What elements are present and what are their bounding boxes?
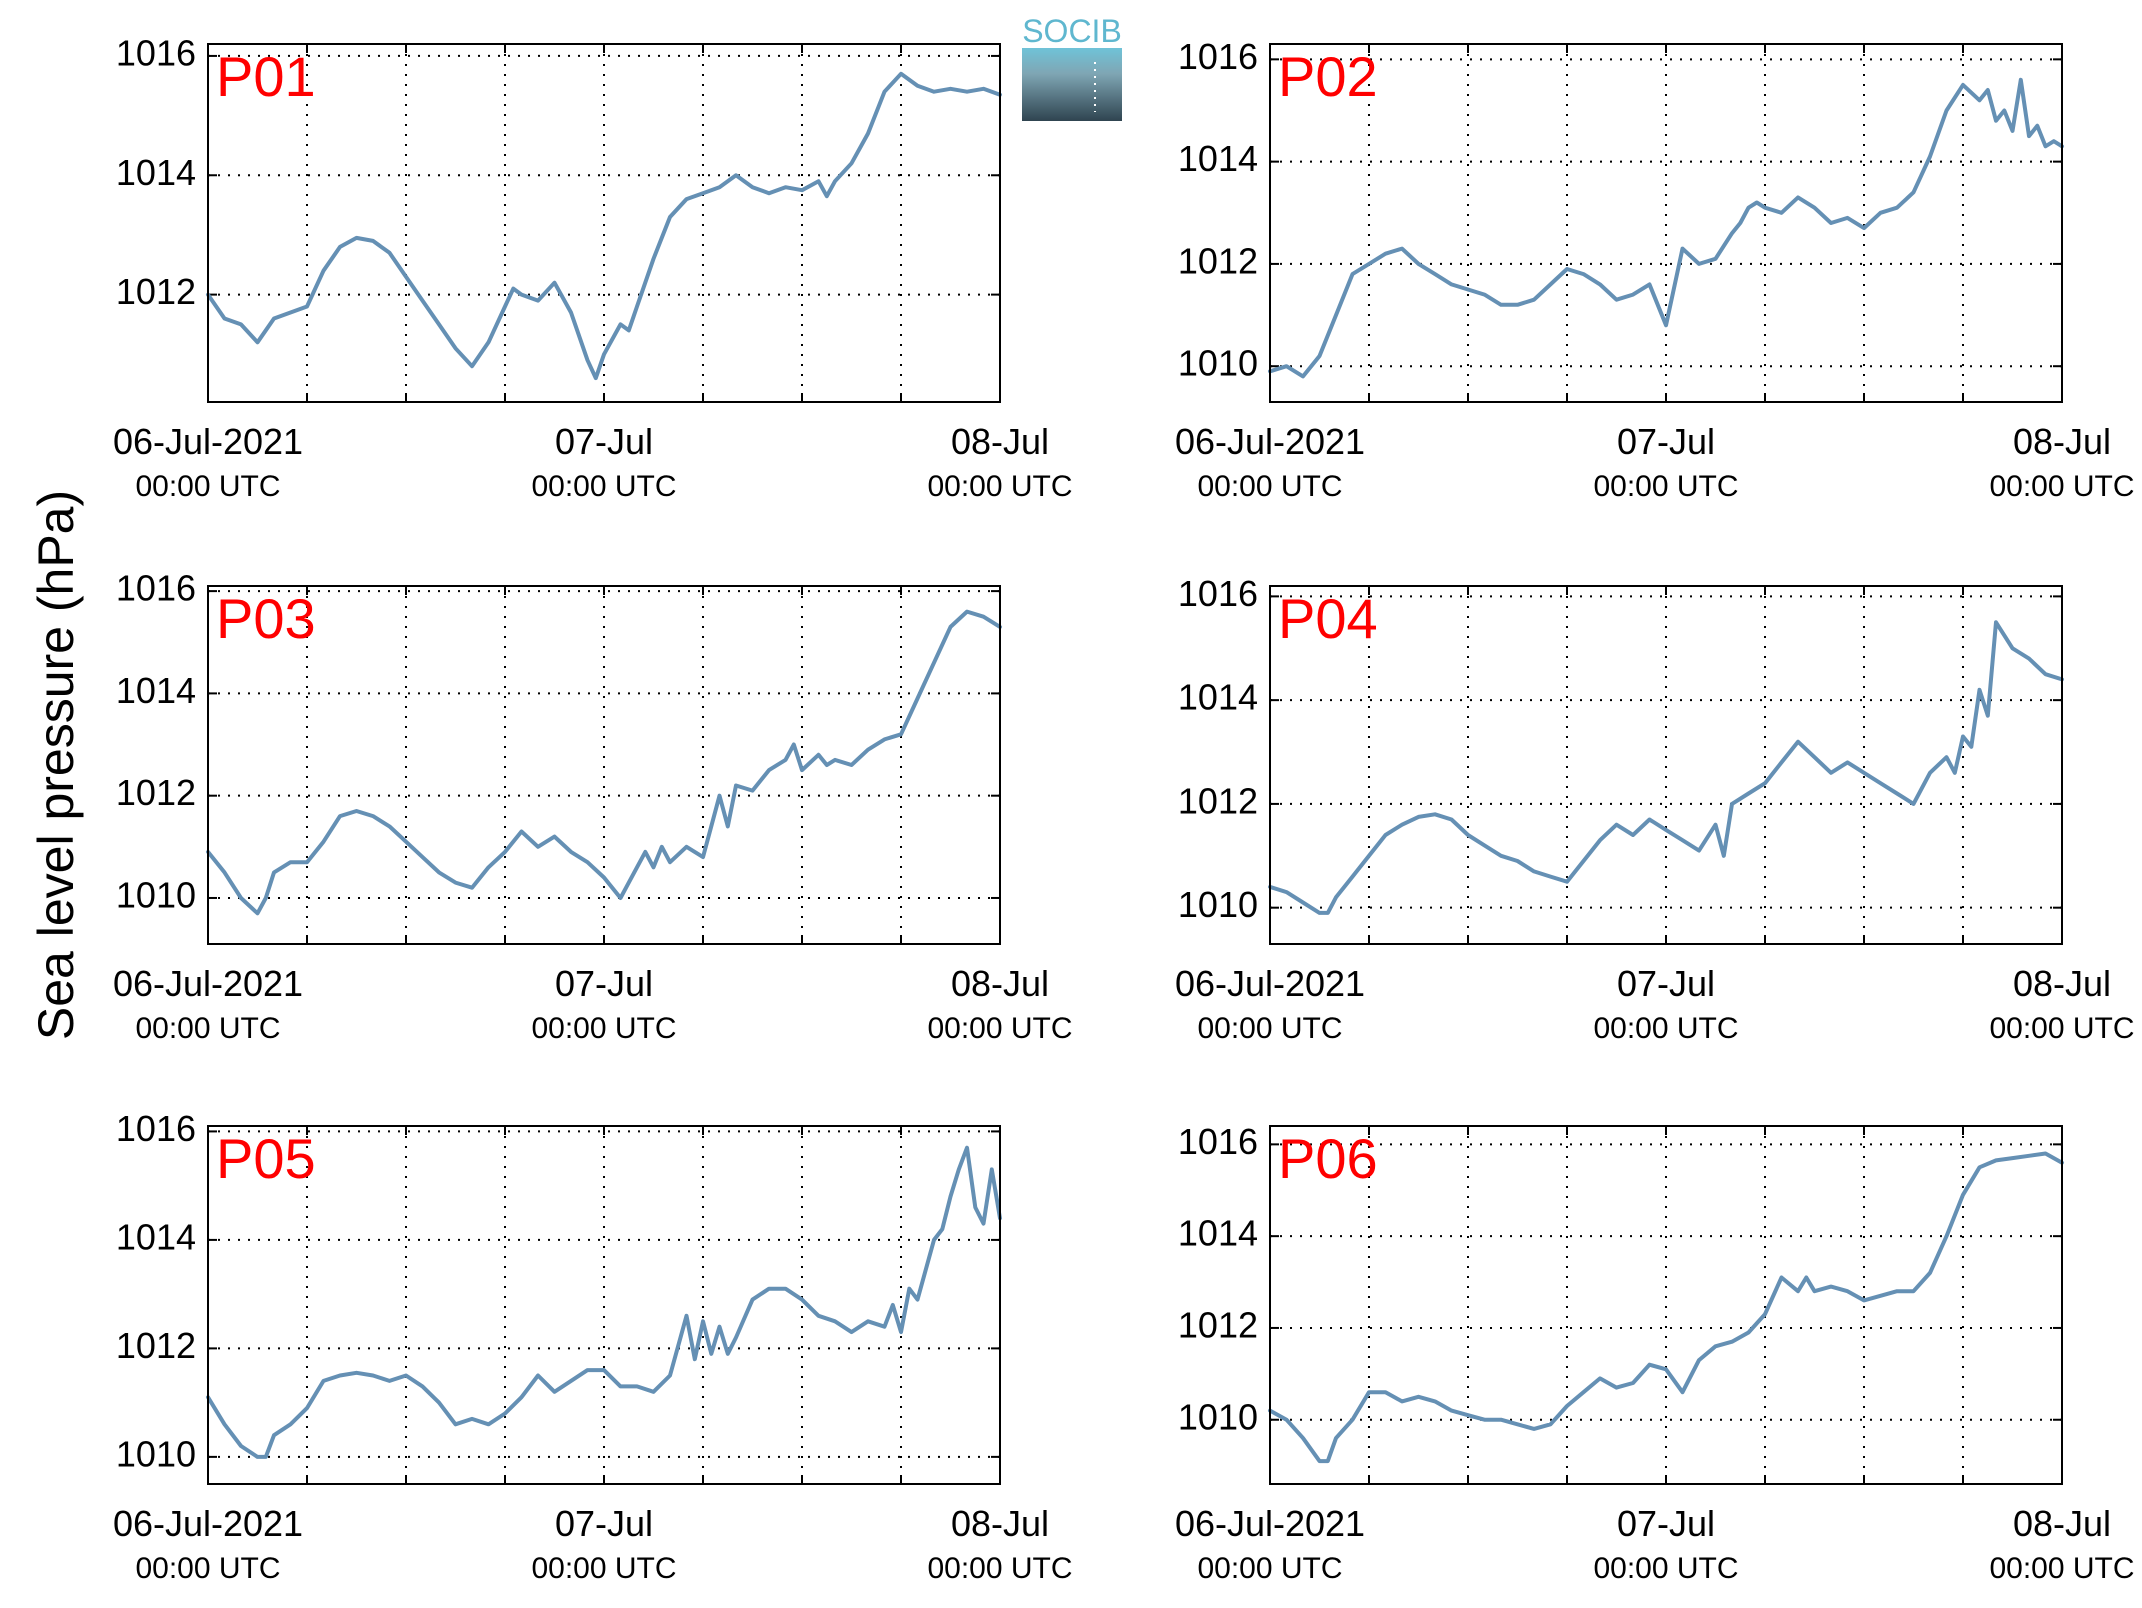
x-tick-label-date: 08-Jul (951, 421, 1049, 462)
x-tick-label-date: 07-Jul (555, 421, 653, 462)
x-tick-label-date: 07-Jul (555, 1503, 653, 1544)
series-line-p02 (1268, 77, 2064, 379)
y-tick-label: 1012 (116, 772, 196, 813)
axes-frame (1269, 1125, 2063, 1485)
y-tick-label: 1010 (116, 1433, 196, 1474)
x-tick-label-time: 00:00 UTC (531, 470, 676, 503)
series-line-p06 (1268, 1151, 2064, 1464)
y-tick-label: 1014 (116, 152, 196, 193)
series-line-p03 (206, 609, 1002, 916)
x-tick-label-time: 00:00 UTC (1989, 1552, 2134, 1585)
panel-label: P06 (1278, 1127, 1378, 1190)
x-tick-label-time: 00:00 UTC (1593, 1552, 1738, 1585)
x-tick-label-date: 06-Jul-2021 (1175, 963, 1365, 1004)
y-tick-label: 1012 (1178, 240, 1258, 281)
x-tick-label-time: 00:00 UTC (927, 1552, 1072, 1585)
x-tick-label-date: 06-Jul-2021 (113, 963, 303, 1004)
y-tick-label: 1016 (116, 32, 196, 73)
y-tick-label: 1016 (116, 568, 196, 609)
panel-p02: 1010 1012 1014 1016 06-Jul-2021 00:00 UTC 07-J… (1175, 36, 2135, 503)
axes-frame (207, 585, 1001, 945)
y-tick-label: 1012 (116, 271, 196, 312)
panel-label: P01 (216, 45, 316, 108)
panel-p04: 1010 1012 1014 1016 06-Jul-2021 00:00 UTC 07-J… (1175, 573, 2135, 1045)
y-axis-label: Sea level pressure (hPa) (28, 490, 84, 1040)
socib-logo: SOCIB (1022, 13, 1122, 121)
y-tick-label: 1012 (1178, 1304, 1258, 1345)
x-tick-label-date: 08-Jul (2013, 963, 2111, 1004)
x-tick-label-time: 00:00 UTC (1593, 1012, 1738, 1045)
x-tick-label-date: 06-Jul-2021 (113, 1503, 303, 1544)
axes-frame (207, 43, 1001, 403)
x-tick-label-time: 00:00 UTC (1197, 1552, 1342, 1585)
y-tick-label: 1014 (1178, 138, 1258, 179)
x-tick-label-date: 08-Jul (2013, 1503, 2111, 1544)
y-tick-label: 1014 (116, 1216, 196, 1257)
panel-label: P03 (216, 587, 316, 650)
panel-label: P04 (1278, 587, 1378, 650)
x-tick-label-time: 00:00 UTC (135, 470, 280, 503)
x-tick-label-time: 00:00 UTC (135, 1012, 280, 1045)
x-tick-label-date: 08-Jul (951, 963, 1049, 1004)
x-tick-label-date: 07-Jul (555, 963, 653, 1004)
panel-p05: 1010 1012 1014 1016 06-Jul-2021 00:00 UTC 07-J… (113, 1108, 1073, 1585)
x-tick-label-time: 00:00 UTC (135, 1552, 280, 1585)
y-tick-label: 1016 (1178, 36, 1258, 77)
logo-text: SOCIB (1022, 13, 1122, 49)
x-tick-label-date: 06-Jul-2021 (1175, 1503, 1365, 1544)
logo-mark (1022, 48, 1122, 121)
series-line-p01 (206, 71, 1002, 381)
y-tick-label: 1010 (1178, 343, 1258, 384)
y-tick-label: 1010 (116, 874, 196, 915)
panels: 1012 1014 1016 06-Jul-2021 00:00 UTC 07-Jul 00… (113, 32, 2135, 1585)
panel-p06: 1010 1012 1014 1016 06-Jul-2021 00:00 UTC 07-J… (1175, 1121, 2135, 1585)
x-tick-label-date: 06-Jul-2021 (113, 421, 303, 462)
x-tick-label-date: 08-Jul (951, 1503, 1049, 1544)
panel-p03: 1010 1012 1014 1016 06-Jul-2021 00:00 UTC 07-J… (113, 568, 1073, 1045)
y-tick-label: 1012 (1178, 780, 1258, 821)
x-tick-label-time: 00:00 UTC (1989, 1012, 2134, 1045)
x-tick-label-time: 00:00 UTC (927, 1012, 1072, 1045)
panel-p01: 1012 1014 1016 06-Jul-2021 00:00 UTC 07-Jul 00… (113, 32, 1073, 503)
x-tick-label-time: 00:00 UTC (1989, 470, 2134, 503)
x-tick-label-time: 00:00 UTC (531, 1012, 676, 1045)
y-tick-label: 1016 (1178, 573, 1258, 614)
series-line-p05 (206, 1145, 1002, 1459)
x-tick-label-time: 00:00 UTC (927, 470, 1072, 503)
x-tick-label-date: 06-Jul-2021 (1175, 421, 1365, 462)
y-tick-label: 1014 (1178, 1213, 1258, 1254)
panel-label: P02 (1278, 45, 1378, 108)
y-tick-label: 1016 (1178, 1121, 1258, 1162)
axes-frame (1269, 43, 2063, 403)
x-tick-label-date: 07-Jul (1617, 421, 1715, 462)
axes-frame (1269, 585, 2063, 945)
x-tick-label-time: 00:00 UTC (1593, 470, 1738, 503)
panel-label: P05 (216, 1127, 316, 1190)
x-tick-label-date: 07-Jul (1617, 963, 1715, 1004)
y-tick-label: 1014 (116, 670, 196, 711)
axes-frame (207, 1125, 1001, 1485)
x-tick-label-time: 00:00 UTC (1197, 470, 1342, 503)
x-tick-label-date: 08-Jul (2013, 421, 2111, 462)
x-tick-label-date: 07-Jul (1617, 1503, 1715, 1544)
y-tick-label: 1010 (1178, 1396, 1258, 1437)
series-line-p04 (1268, 620, 2064, 915)
x-tick-label-time: 00:00 UTC (531, 1552, 676, 1585)
y-tick-label: 1010 (1178, 884, 1258, 925)
y-tick-label: 1016 (116, 1108, 196, 1149)
y-tick-label: 1012 (116, 1325, 196, 1366)
x-tick-label-time: 00:00 UTC (1197, 1012, 1342, 1045)
y-tick-label: 1014 (1178, 677, 1258, 718)
